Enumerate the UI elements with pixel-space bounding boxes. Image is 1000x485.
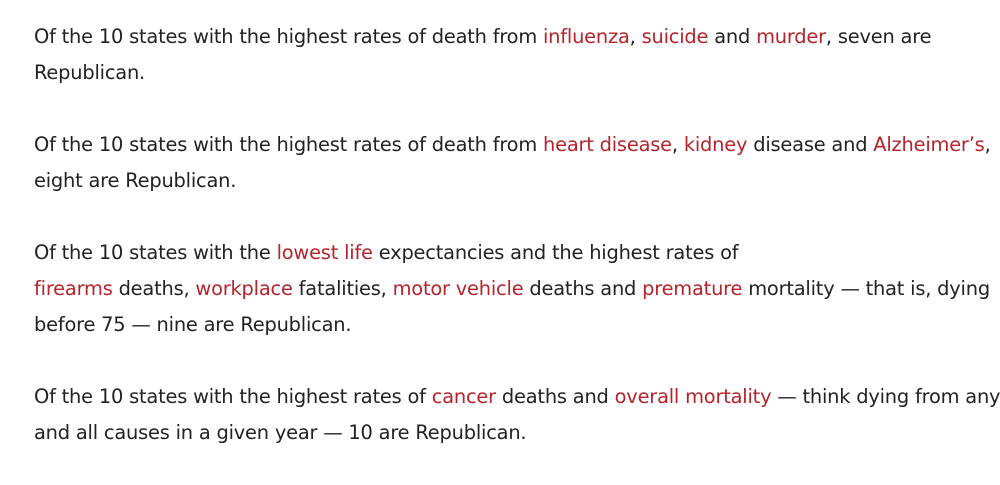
text-line: and all causes in a given year — 10 are …	[34, 415, 984, 451]
inline-link[interactable]: Alzheimer’s	[873, 133, 985, 156]
paragraph-1: Of the 10 states with the highest rates …	[34, 19, 984, 91]
text-line: before 75 — nine are Republican.	[34, 307, 984, 343]
inline-link[interactable]: suicide	[641, 25, 709, 48]
body-text: and	[708, 25, 757, 48]
body-text: disease and	[747, 133, 874, 156]
body-text: expectancies and the highest rates of	[372, 241, 739, 264]
inline-link[interactable]: workplace	[195, 277, 293, 300]
body-text: mortality — that is, dying	[742, 277, 990, 300]
text-line: Of the 10 states with the highest rates …	[34, 127, 991, 163]
body-text: deaths and	[523, 277, 643, 300]
text-line: Republican.	[34, 55, 984, 91]
inline-link[interactable]: murder	[756, 25, 826, 48]
body-text: before 75 — nine are Republican.	[34, 313, 352, 336]
body-text: , seven are	[825, 25, 932, 48]
text-line: firearms deaths, workplace fatalities, m…	[34, 271, 990, 307]
body-text: eight are Republican.	[34, 169, 237, 192]
paragraph-4: Of the 10 states with the highest rates …	[34, 379, 1000, 451]
body-text: — think dying from any	[771, 385, 1000, 408]
text-line: eight are Republican.	[34, 163, 984, 199]
body-text: ,	[671, 133, 684, 156]
body-text: Of the 10 states with the	[34, 241, 277, 264]
inline-link[interactable]: firearms	[34, 277, 113, 300]
inline-link[interactable]: cancer	[431, 385, 496, 408]
inline-link[interactable]: influenza	[543, 25, 630, 48]
inline-link[interactable]: heart disease	[543, 133, 672, 156]
body-text: Of the 10 states with the highest rates …	[34, 385, 432, 408]
body-text: Of the 10 states with the highest rates …	[34, 133, 543, 156]
text-line: Of the 10 states with the lowest life ex…	[34, 235, 984, 271]
article-body: Of the 10 states with the highest rates …	[34, 19, 1000, 451]
body-text: deaths,	[112, 277, 196, 300]
inline-link[interactable]: motor vehicle	[392, 277, 524, 300]
inline-link[interactable]: lowest life	[276, 241, 373, 264]
body-text: Of the 10 states with the highest rates …	[34, 25, 543, 48]
inline-link[interactable]: overall mortality	[614, 385, 772, 408]
inline-link[interactable]: kidney	[683, 133, 748, 156]
body-text: ,	[984, 133, 991, 156]
paragraph-2: Of the 10 states with the highest rates …	[34, 127, 991, 199]
body-text: deaths and	[495, 385, 615, 408]
body-text: and all causes in a given year — 10 are …	[34, 421, 527, 444]
text-line: Of the 10 states with the highest rates …	[34, 19, 984, 55]
text-line: Of the 10 states with the highest rates …	[34, 379, 1000, 415]
body-text: fatalities,	[292, 277, 393, 300]
body-text: Republican.	[34, 61, 146, 84]
inline-link[interactable]: premature	[642, 277, 743, 300]
body-text: ,	[629, 25, 642, 48]
paragraph-3: Of the 10 states with the lowest life ex…	[34, 235, 990, 343]
